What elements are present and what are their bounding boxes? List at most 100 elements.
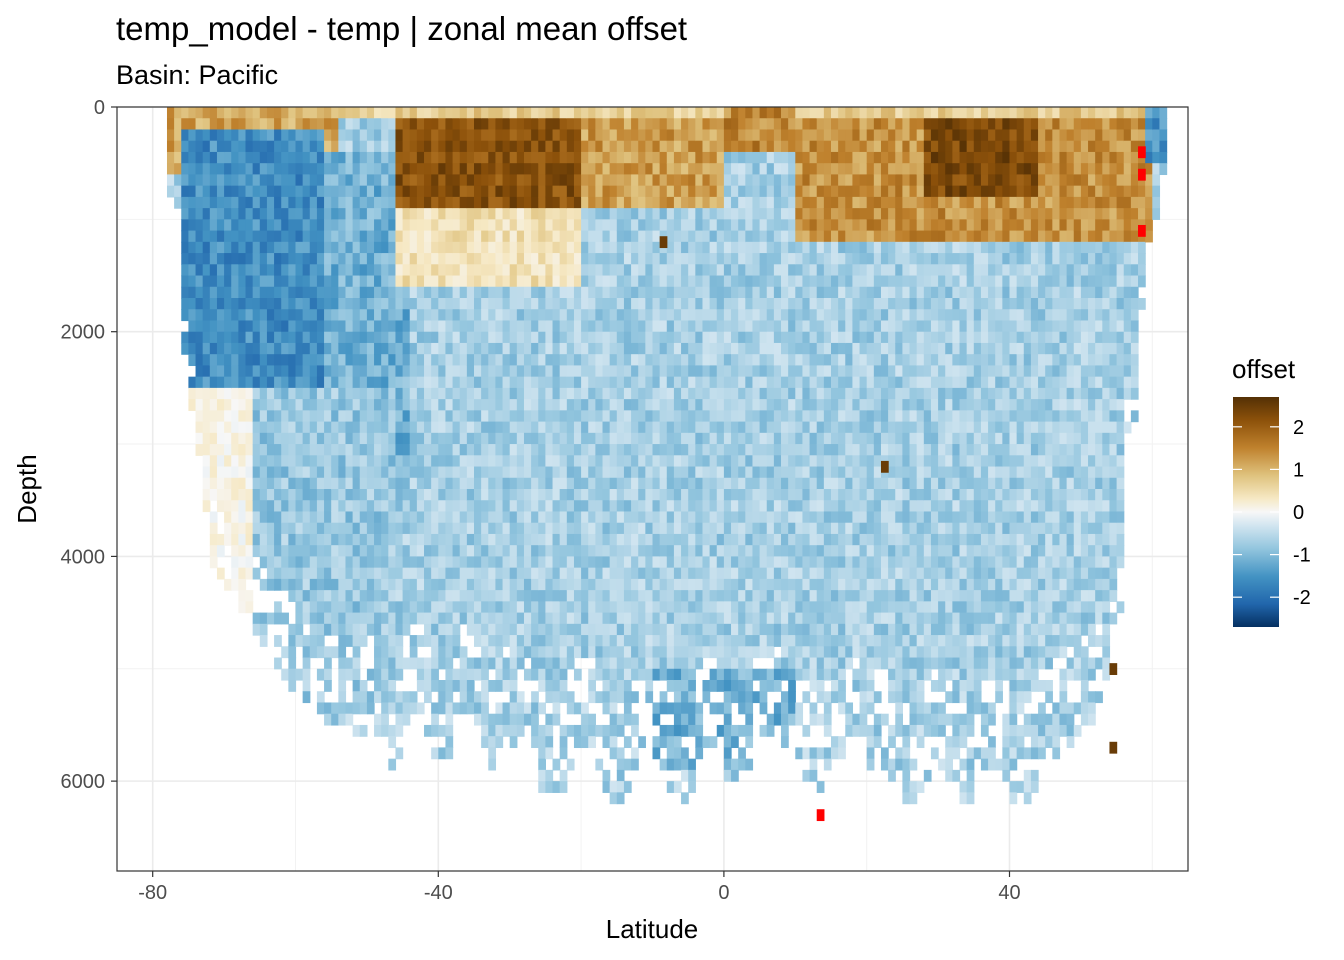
heatmap-cell [481, 365, 489, 378]
heatmap-cell [673, 140, 682, 153]
heatmap-cell [431, 713, 439, 726]
heatmap-cell [445, 275, 454, 288]
heatmap-cell [773, 118, 782, 131]
heatmap-cell [445, 466, 454, 479]
heatmap-cell [545, 320, 554, 333]
heatmap-cell [852, 601, 861, 614]
heatmap-cell [845, 533, 854, 546]
heatmap-cell [823, 623, 832, 636]
heatmap-cell [645, 174, 654, 187]
heatmap-cell [438, 286, 447, 299]
heatmap-cell [838, 331, 846, 344]
heatmap-cell [424, 590, 432, 602]
heatmap-cell [238, 151, 247, 164]
heatmap-cell [181, 196, 189, 209]
heatmap-cell [831, 118, 839, 131]
heatmap-cell [316, 668, 325, 681]
heatmap-cell [488, 477, 497, 490]
heatmap-cell [316, 635, 325, 647]
heatmap-cell [409, 320, 418, 333]
heatmap-cell [666, 118, 675, 131]
heatmap-cell [602, 208, 611, 220]
heatmap-cell [673, 702, 682, 715]
heatmap-cell [702, 623, 711, 636]
heatmap-cell [281, 298, 289, 310]
heatmap-cell [431, 578, 439, 591]
heatmap-cell [573, 264, 582, 277]
heatmap-cell [516, 129, 525, 142]
heatmap-cell [195, 174, 204, 187]
heatmap-cell [845, 601, 854, 614]
heatmap-cell [295, 545, 304, 558]
heatmap-cell [831, 376, 839, 389]
heatmap-cell [838, 522, 846, 535]
heatmap-cell [702, 275, 711, 288]
heatmap-cell [274, 455, 282, 468]
heatmap-cell [466, 219, 475, 232]
heatmap-cell [474, 241, 482, 254]
heatmap-cell [459, 264, 468, 277]
heatmap-cell [559, 140, 568, 153]
heatmap-cell [295, 387, 304, 400]
heatmap-cell [266, 399, 275, 411]
heatmap-cell [788, 657, 796, 670]
heatmap-cell [695, 612, 704, 625]
heatmap-cell [445, 567, 454, 580]
heatmap-cell [338, 208, 347, 220]
heatmap-cell [745, 466, 754, 479]
heatmap-cell [381, 163, 389, 176]
heatmap-cell [402, 522, 411, 535]
heatmap-cell [288, 286, 297, 299]
heatmap-cell [523, 399, 532, 411]
heatmap-cell [466, 174, 475, 187]
heatmap-cell [738, 567, 746, 580]
heatmap-cell [652, 477, 661, 490]
heatmap-cell [395, 477, 404, 490]
heatmap-cell [438, 365, 447, 378]
heatmap-cell [623, 489, 632, 501]
heatmap-cell [666, 567, 675, 580]
heatmap-cell [681, 533, 689, 546]
heatmap-cell [459, 477, 468, 490]
heatmap-cell [345, 129, 354, 142]
heatmap-cell [395, 668, 404, 681]
heatmap-cell [209, 298, 218, 310]
heatmap-cell [681, 724, 689, 737]
heatmap-cell [681, 264, 689, 277]
heatmap-cell [538, 399, 546, 411]
heatmap-cell [224, 500, 232, 513]
heatmap-cell [459, 219, 468, 232]
heatmap-cell [573, 444, 582, 456]
heatmap-cell [831, 680, 839, 692]
heatmap-cell [245, 196, 254, 209]
heatmap-cell [395, 264, 404, 277]
heatmap-cell [702, 365, 711, 378]
heatmap-cell [659, 331, 668, 344]
heatmap-cell [745, 545, 754, 558]
heatmap-cell [231, 399, 239, 411]
heatmap-cell [266, 489, 275, 501]
heatmap-cell [431, 455, 439, 468]
heatmap-cell [388, 275, 397, 288]
heatmap-cell [402, 545, 411, 558]
heatmap-cell [459, 320, 468, 333]
heatmap-cell [588, 421, 596, 434]
heatmap-cell [623, 410, 632, 423]
heatmap-cell [809, 612, 818, 625]
heatmap-cell [645, 129, 654, 142]
heatmap-cell [324, 432, 332, 445]
heatmap-cell [459, 286, 468, 299]
heatmap-cell [345, 275, 354, 288]
heatmap-cell [238, 309, 247, 322]
heatmap-cell [688, 657, 696, 670]
heatmap-cell [231, 522, 239, 535]
heatmap-cell [402, 129, 411, 142]
heatmap-cell [652, 320, 661, 333]
heatmap-cell [345, 298, 354, 310]
heatmap-cell [795, 264, 804, 277]
heatmap-cell [459, 208, 468, 220]
heatmap-cell [688, 702, 696, 715]
heatmap-cell [474, 466, 482, 479]
heatmap-cell [731, 533, 739, 546]
heatmap-cell [616, 286, 625, 299]
